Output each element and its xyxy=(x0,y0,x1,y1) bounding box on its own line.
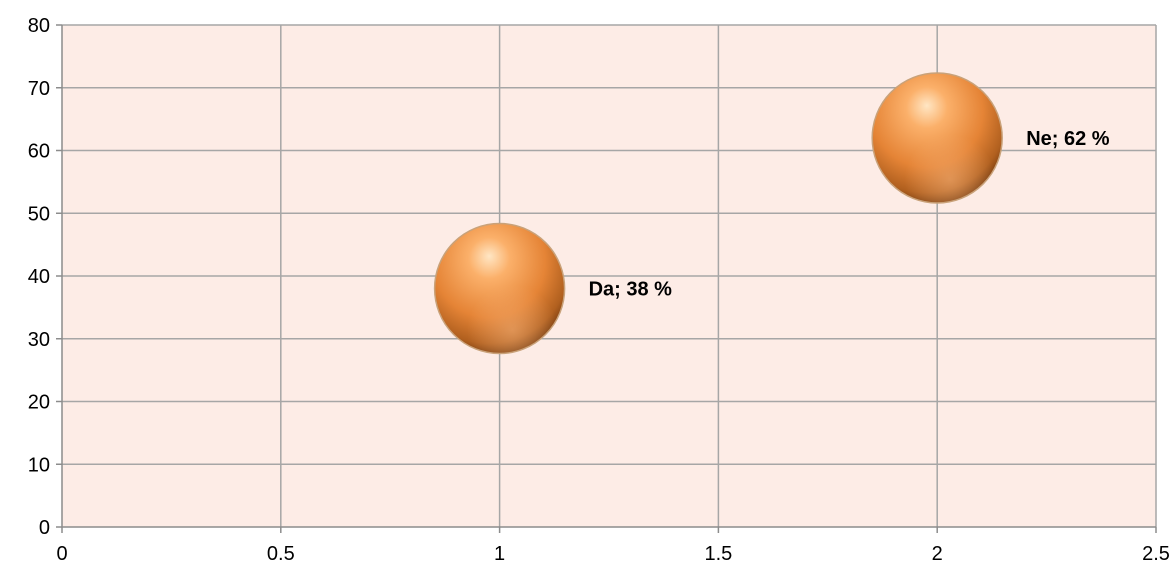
y-tick-label: 20 xyxy=(28,392,50,414)
bubble-outline xyxy=(871,72,1003,204)
bubble-highlight xyxy=(434,223,565,354)
bubble-series xyxy=(433,72,1003,355)
y-tick-label: 0 xyxy=(39,517,50,539)
y-tick-label: 40 xyxy=(28,266,50,288)
x-axis-ticks: 0 0.5 1 1.5 2 2.5 xyxy=(56,527,1170,565)
y-tick-label: 60 xyxy=(28,141,50,163)
x-tick-label: 0.5 xyxy=(267,543,295,565)
x-tick-label: 0 xyxy=(56,543,67,565)
x-tick-label: 2.5 xyxy=(1142,543,1170,565)
y-tick-label: 30 xyxy=(28,329,50,351)
bubble-data-label: Da; 38 % xyxy=(589,279,673,301)
data-labels: Da; 38 % Ne; 62 % xyxy=(589,128,1110,301)
x-tick-label: 1.5 xyxy=(704,543,732,565)
y-tick-label: 10 xyxy=(28,454,50,476)
bubble-outline xyxy=(433,222,566,355)
bubble-highlight xyxy=(872,72,1003,203)
bubble-point xyxy=(433,222,566,355)
x-tick-label: 1 xyxy=(494,543,505,565)
x-tick-label: 2 xyxy=(932,543,943,565)
y-tick-label: 50 xyxy=(28,203,50,225)
bubble-data-label: Ne; 62 % xyxy=(1026,128,1110,150)
y-tick-label: 80 xyxy=(28,15,50,37)
y-axis-ticks: 0 10 20 30 40 50 60 70 80 xyxy=(28,15,62,539)
bubble-point xyxy=(871,72,1003,204)
y-tick-label: 70 xyxy=(28,78,50,100)
